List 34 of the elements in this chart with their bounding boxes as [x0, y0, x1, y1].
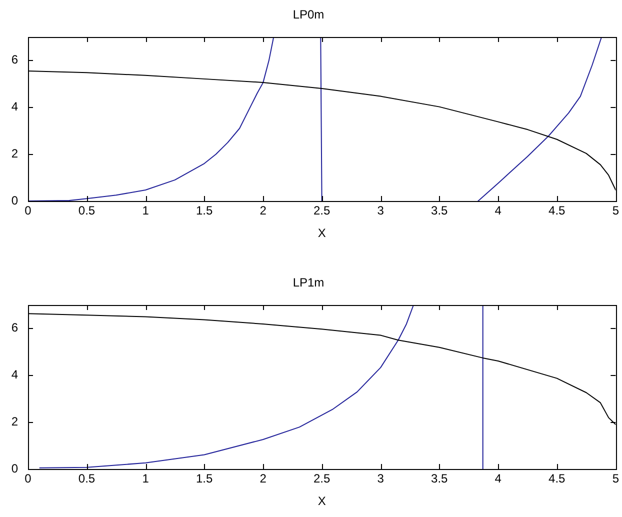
y-tick-label: 2 [11, 414, 18, 428]
y-tick-label: 0 [11, 193, 18, 208]
y-tick-label: 6 [11, 52, 18, 67]
chart-title: LP0m [292, 8, 324, 22]
x-tick-label: 0 [24, 204, 32, 218]
chart-title: LP1m [292, 276, 324, 290]
x-tick-label: 3.5 [431, 472, 448, 486]
x-tick-label: 5 [612, 204, 620, 218]
x-tick-label: 1.5 [196, 204, 213, 218]
x-tick-label: 0 [24, 472, 32, 486]
x-tick-label: 4 [494, 472, 502, 486]
x-tick-label: 2.5 [313, 204, 330, 218]
y-tick-label: 4 [11, 368, 18, 382]
x-tick-label: 1 [142, 472, 150, 486]
x-tick-label: 3.5 [431, 204, 448, 218]
y-tick-label: 2 [11, 146, 18, 160]
x-axis-title: X [318, 226, 326, 240]
x-tick-label: 1.5 [196, 472, 213, 486]
x-tick-label: 4.5 [548, 472, 566, 486]
x-tick-label: 5 [612, 472, 620, 486]
x-axis-title: X [318, 494, 326, 508]
x-tick-label: 0.5 [78, 204, 96, 218]
x-tick-label: 2 [260, 472, 267, 486]
x-tick-label: 3 [377, 472, 384, 486]
y-tick-label: 0 [11, 461, 18, 476]
x-tick-label: 4 [494, 204, 502, 218]
x-tick-label: 3 [377, 204, 384, 218]
x-tick-label: 0.5 [78, 472, 96, 486]
x-tick-label: 2 [260, 204, 267, 218]
x-tick-label: 2.5 [313, 472, 330, 486]
x-tick-label: 4.5 [548, 204, 566, 218]
y-tick-label: 6 [11, 320, 18, 335]
x-tick-label: 1 [142, 204, 150, 218]
y-tick-label: 4 [11, 100, 18, 114]
